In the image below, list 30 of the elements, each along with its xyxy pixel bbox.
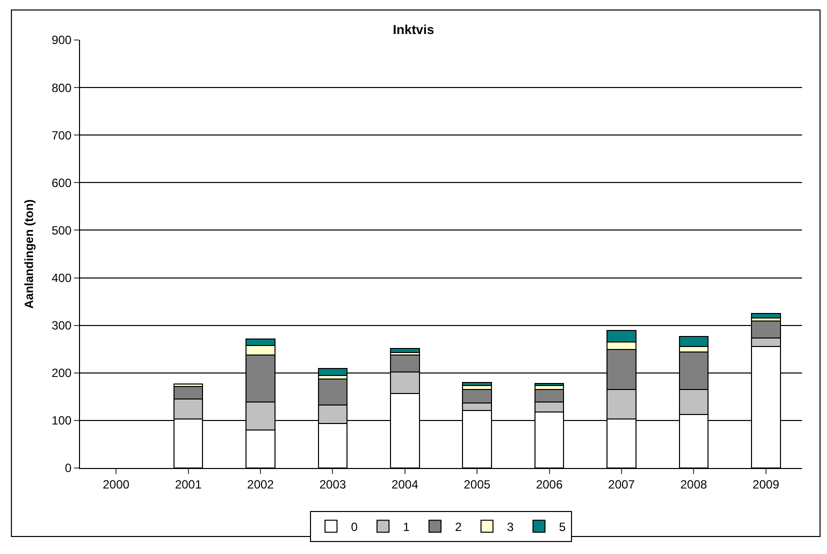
y-axis-title: Aanlandingen (ton) (22, 199, 36, 309)
x-tick-label: 2007 (608, 477, 636, 492)
bar (462, 382, 492, 386)
legend-label: 5 (559, 520, 566, 534)
x-tick-label: 2003 (319, 477, 346, 492)
y-tick-label: 400 (52, 270, 72, 285)
legend-label: 2 (455, 520, 462, 534)
y-tick-label: 800 (52, 80, 72, 95)
x-tick-label: 2006 (536, 477, 563, 492)
bar (390, 348, 420, 353)
x-tick-label: 2000 (102, 477, 130, 492)
bar (750, 312, 781, 319)
legend-label: 1 (403, 520, 410, 534)
x-tick-label: 2005 (464, 477, 491, 492)
legend-label: 3 (507, 520, 514, 534)
y-tick-label: 0 (64, 461, 72, 476)
y-tick-label: 300 (52, 318, 72, 333)
x-tick-label: 2008 (680, 477, 708, 492)
x-tick-label: 2001 (174, 477, 202, 492)
y-tick-label: 700 (52, 128, 72, 142)
legend-label: 0 (351, 520, 358, 534)
y-tick-label: 900 (52, 33, 72, 48)
y-tick-label: 600 (52, 176, 72, 190)
y-tick-label: 500 (52, 223, 72, 238)
x-tick-label: 2002 (247, 477, 274, 492)
x-tick-label: 2004 (392, 477, 419, 492)
y-tick-label: 200 (52, 366, 72, 380)
chart-title: Inktvis (392, 22, 434, 38)
x-tick-label: 2009 (752, 477, 780, 492)
y-tick-label: 100 (52, 414, 72, 428)
